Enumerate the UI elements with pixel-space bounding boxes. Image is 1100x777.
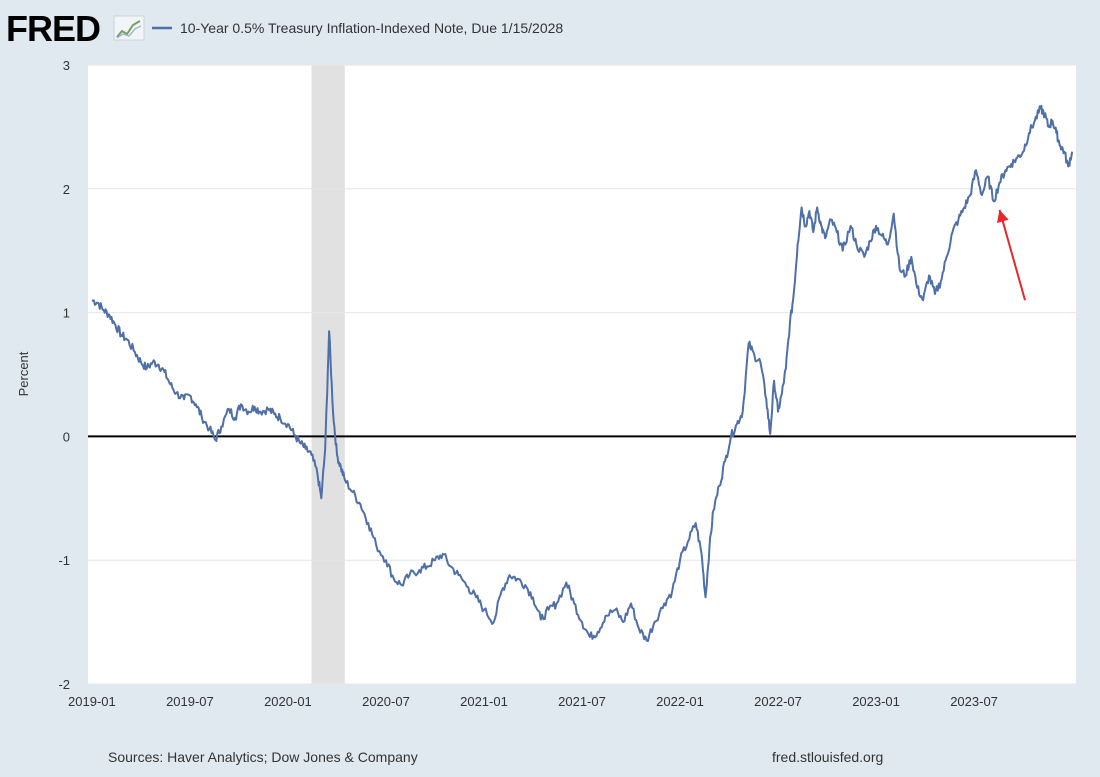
fred-logo: FRED [6, 8, 100, 49]
site-link[interactable]: fred.stlouisfed.org [772, 749, 883, 765]
y-tick-label: 2 [63, 182, 70, 197]
x-tick-label: 2021-07 [558, 694, 606, 709]
x-tick-label: 2021-01 [460, 694, 508, 709]
x-tick-label: 2022-07 [754, 694, 802, 709]
fred-logo-graph-icon [113, 15, 145, 41]
y-tick-label: 0 [63, 429, 70, 444]
x-tick-label: 2019-07 [166, 694, 214, 709]
y-tick-label: -1 [58, 553, 70, 568]
x-tick-label: 2019-01 [68, 694, 116, 709]
sources-text: Sources: Haver Analytics; Dow Jones & Co… [108, 749, 418, 765]
x-tick-label: 2022-01 [656, 694, 704, 709]
y-tick-label: 3 [63, 58, 70, 73]
x-tick-label: 2020-01 [264, 694, 312, 709]
x-tick-label: 2023-07 [950, 694, 998, 709]
legend-label: 10-Year 0.5% Treasury Inflation-Indexed … [180, 20, 563, 36]
x-tick-label: 2020-07 [362, 694, 410, 709]
arrow-shaft [998, 209, 1026, 301]
plot-area [88, 65, 1076, 684]
x-tick-label: 2023-01 [852, 694, 900, 709]
y-axis-label: Percent [16, 351, 31, 396]
red-annotation-arrow [997, 209, 1026, 301]
y-tick-label: -2 [58, 677, 70, 692]
series-line [91, 104, 1074, 642]
arrow-head [997, 209, 1009, 223]
y-tick-label: 1 [63, 306, 70, 321]
